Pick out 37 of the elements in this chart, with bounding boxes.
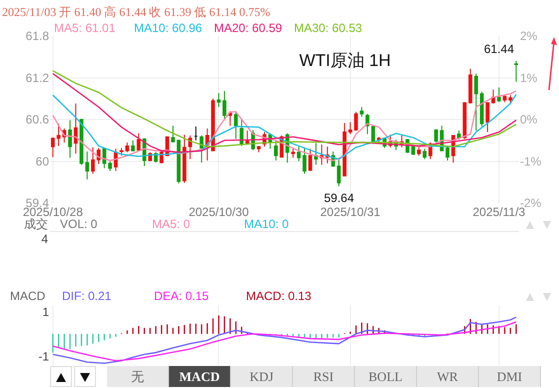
annotation: 61.44: [484, 42, 514, 56]
text: 成交: [24, 217, 48, 231]
text: DMI: [479, 366, 541, 387]
y2-tick-label: 2%: [520, 29, 538, 44]
x-tick-label: 2025/11/3: [472, 205, 526, 219]
y2-tick-label: -1%: [520, 154, 542, 168]
y2-tick-label: 1%: [520, 70, 538, 85]
text: KDJ: [231, 366, 293, 387]
text: MA5: 0: [152, 217, 190, 231]
text: MA5: 61.01: [54, 21, 116, 35]
chart-subtitle: 2025/11/03 开 61.40 高 61.44 收 61.39 低 61.14 0.75%: [2, 5, 270, 19]
text: MA10: 60.96: [134, 21, 202, 35]
text: BOLL: [355, 366, 417, 387]
y-tick-label: 60: [36, 154, 50, 168]
y-tick-label: 1: [42, 304, 50, 319]
text: DEA: 0.15: [154, 289, 210, 303]
chart-title: MACD: [10, 289, 46, 303]
series-label: MACD: 0.13: [246, 289, 312, 303]
annotation: 59.64: [324, 191, 354, 205]
y-tick-label: 61.2: [26, 70, 50, 85]
y2-tick-label: 0%: [520, 112, 538, 127]
text: WR: [417, 366, 479, 387]
text: WTI原油 1H: [299, 50, 391, 70]
text: RSI: [293, 366, 355, 387]
text: VOL: 0: [60, 217, 98, 231]
text: MA20: 60.59: [214, 21, 282, 35]
x-tick-label: 2025/10/30: [188, 205, 250, 219]
text: 无: [107, 366, 169, 387]
text: MA30: 60.53: [294, 21, 362, 35]
text: MA10: 0: [244, 217, 289, 231]
text: DIF: 0.21: [62, 289, 112, 303]
y-tick-label: -1: [38, 349, 50, 364]
x-tick-label: 2025/10/31: [320, 205, 381, 219]
y-tick-label: 60.6: [26, 112, 50, 127]
text: 4: [41, 232, 48, 246]
text: MACD: [169, 366, 231, 387]
y-tick-label: 61.8: [26, 29, 50, 44]
